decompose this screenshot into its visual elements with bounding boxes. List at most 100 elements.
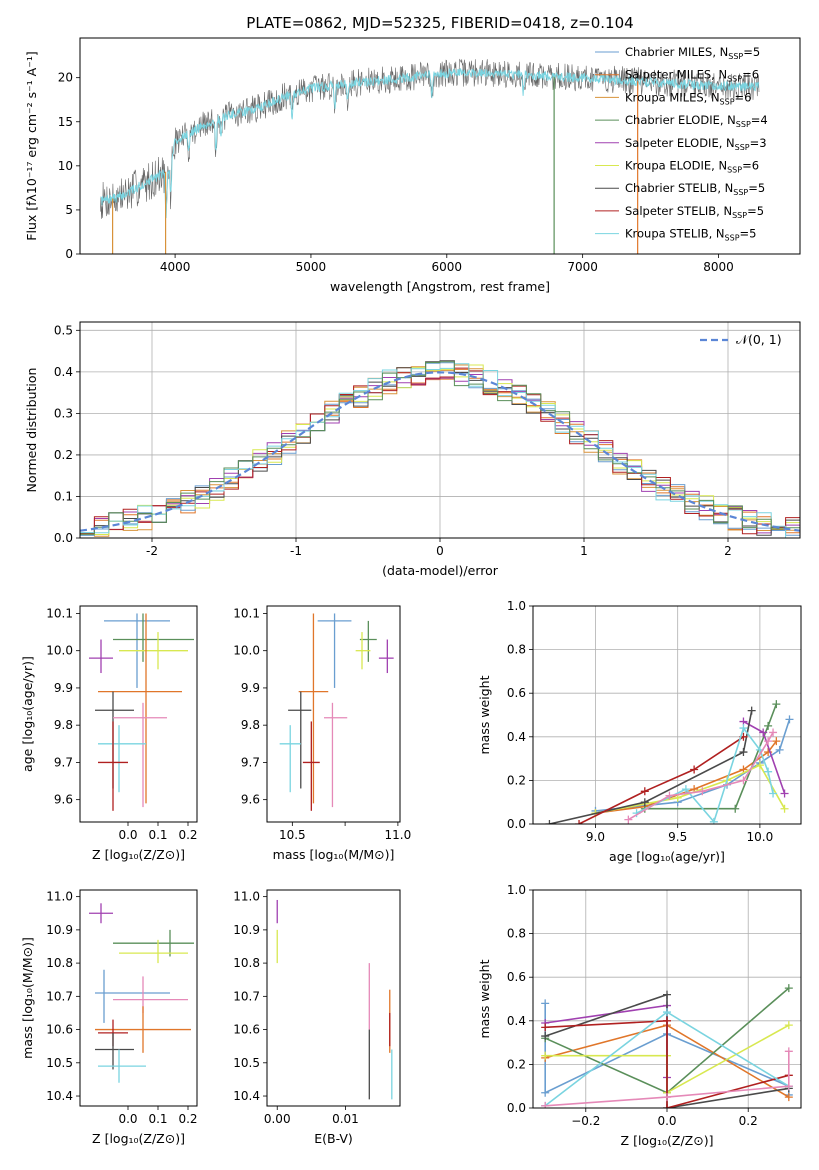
- y-tick-label: 10.6: [46, 1023, 73, 1037]
- legend-entry: 𝒩(0, 1): [736, 332, 782, 347]
- legend-entry: Kroupa MILES, NSSP=6: [625, 90, 751, 106]
- y-tick-label: 5: [65, 203, 73, 217]
- weight-marker: [784, 984, 793, 993]
- x-tick-label: 0.00: [264, 1112, 291, 1126]
- weight-marker: [690, 765, 699, 774]
- y-tick-label: 9.9: [54, 681, 73, 695]
- y-axis-label: Normed distribution: [24, 368, 39, 493]
- weight-marker: [709, 817, 718, 824]
- weight-marker: [663, 1008, 671, 1017]
- y-tick-label: 0.3: [54, 406, 73, 420]
- x-tick-label: 0: [436, 544, 444, 558]
- x-tick-label: 0.01: [332, 1112, 359, 1126]
- weight-marker: [764, 737, 773, 746]
- y-axis-label: mass weight: [477, 675, 492, 754]
- x-tick-label: 7000: [567, 260, 598, 274]
- weight-marker: [784, 1093, 793, 1102]
- spectrum-model-line: [100, 68, 760, 219]
- weight-series-line: [595, 764, 786, 814]
- weight-marker: [784, 1021, 793, 1030]
- chart-weight-vs-age: 9.0 9.5 10.0 0.0 0.2 0.4 0.6 0.8 1.0 age [log₁₀(a…: [477, 599, 802, 864]
- y-tick-label: 10.9: [233, 923, 260, 937]
- y-tick-label: 0.0: [507, 817, 526, 831]
- y-tick-label: 10.5: [46, 1056, 73, 1070]
- y-tick-label: 10.8: [46, 956, 73, 970]
- y-tick-label: 11.0: [46, 890, 73, 904]
- weight-marker: [775, 745, 784, 754]
- plot-content: [89, 903, 194, 1083]
- x-tick-label: 0.2: [739, 1114, 758, 1128]
- y-tick-label: 0.6: [507, 970, 526, 984]
- legend-entry: Salpeter ELODIE, NSSP=3: [625, 136, 767, 152]
- y-tick-label: 0.0: [54, 531, 73, 545]
- weight-marker: [784, 1047, 793, 1056]
- y-axis-label: mass weight: [477, 959, 492, 1038]
- y-tick-label: 10.1: [233, 606, 260, 620]
- y-tick-label: 0.2: [507, 1057, 526, 1071]
- weight-marker: [780, 789, 789, 798]
- y-tick-label: 9.7: [54, 755, 73, 769]
- x-tick-label: 0.0: [118, 1112, 137, 1126]
- weight-marker: [772, 737, 781, 746]
- y-tick-label: 11.0: [233, 890, 260, 904]
- weight-marker: [769, 789, 778, 798]
- x-tick-label: 5000: [296, 260, 327, 274]
- chart-mass-vs-ebv: 0.00 0.01 10.4 10.5 10.6 10.7 10.8 10.9 11.0 E(B-…: [233, 889, 401, 1146]
- plot-content: [279, 613, 394, 811]
- y-axis-label: age [log₁₀(age/yr)]: [20, 656, 35, 772]
- weight-marker: [784, 1082, 793, 1091]
- x-tick-label: 4000: [160, 260, 191, 274]
- chart-weight-vs-Z: −0.2 0.0 0.2 0.0 0.2 0.4 0.6 0.8 1.0 Z [log₁₀(Z/Z…: [477, 883, 802, 1148]
- x-axis-label: Z [log₁₀(Z/Z⊙)]: [621, 1133, 714, 1148]
- x-tick-label: 0.1: [148, 828, 167, 842]
- weight-marker: [541, 999, 550, 1008]
- plot-content: [100, 58, 760, 254]
- y-tick-label: 20: [58, 71, 73, 85]
- y-tick-label: 9.8: [54, 718, 73, 732]
- x-axis-label: age [log₁₀(age/yr)]: [609, 849, 725, 864]
- weight-marker: [785, 715, 794, 724]
- y-tick-label: 10.8: [233, 956, 260, 970]
- y-axis-label: Flux [fλ10⁻¹⁷ erg cm⁻² s⁻¹ A⁻¹]: [24, 51, 39, 240]
- weight-marker: [739, 748, 748, 757]
- weight-marker: [575, 820, 584, 824]
- weight-marker: [541, 1051, 550, 1060]
- weight-marker: [739, 724, 748, 733]
- x-tick-label: 0.0: [118, 828, 137, 842]
- y-tick-label: 10.0: [46, 644, 73, 658]
- y-tick-label: 0.5: [54, 323, 73, 337]
- x-tick-label: 0.1: [148, 1112, 167, 1126]
- x-axis-label: mass [log₁₀(M/M⊙)]: [273, 847, 395, 862]
- y-tick-label: 0.4: [54, 365, 73, 379]
- x-tick-label: 6000: [432, 260, 463, 274]
- x-tick-label: 2: [724, 544, 732, 558]
- weight-marker: [541, 1032, 550, 1041]
- y-tick-label: 0.6: [507, 686, 526, 700]
- y-tick-label: 0.8: [507, 643, 526, 657]
- y-tick-label: 0.0: [507, 1101, 526, 1115]
- x-axis-label: wavelength [Angstrom, rest frame]: [330, 279, 550, 294]
- plot-content: [80, 322, 800, 538]
- weight-marker: [663, 990, 671, 999]
- y-tick-label: 10.4: [233, 1089, 260, 1103]
- weight-series-line: [627, 732, 774, 821]
- x-tick-label: 10.0: [747, 830, 774, 844]
- y-tick-label: 9.9: [241, 681, 260, 695]
- x-tick-label: 8000: [703, 260, 734, 274]
- y-tick-label: 9.6: [241, 793, 260, 807]
- legend-entry: Kroupa STELIB, NSSP=5: [625, 227, 756, 243]
- legend-entry: Salpeter STELIB, NSSP=5: [625, 204, 764, 220]
- axes-frame: [266, 889, 401, 1107]
- axes-frame: [79, 605, 198, 823]
- y-tick-label: 1.0: [507, 599, 526, 613]
- x-tick-label: 11.0: [385, 828, 412, 842]
- x-tick-label: 9.5: [668, 830, 687, 844]
- weight-marker: [769, 728, 778, 737]
- x-tick-label: 9.0: [586, 830, 605, 844]
- weight-marker: [541, 1088, 550, 1097]
- x-axis-label: (data-model)/error: [382, 563, 499, 578]
- x-tick-label: 0.2: [178, 1112, 197, 1126]
- plot-content: [89, 613, 194, 811]
- axes-frame: [79, 889, 198, 1107]
- legend-entry: Kroupa ELODIE, NSSP=6: [625, 159, 759, 175]
